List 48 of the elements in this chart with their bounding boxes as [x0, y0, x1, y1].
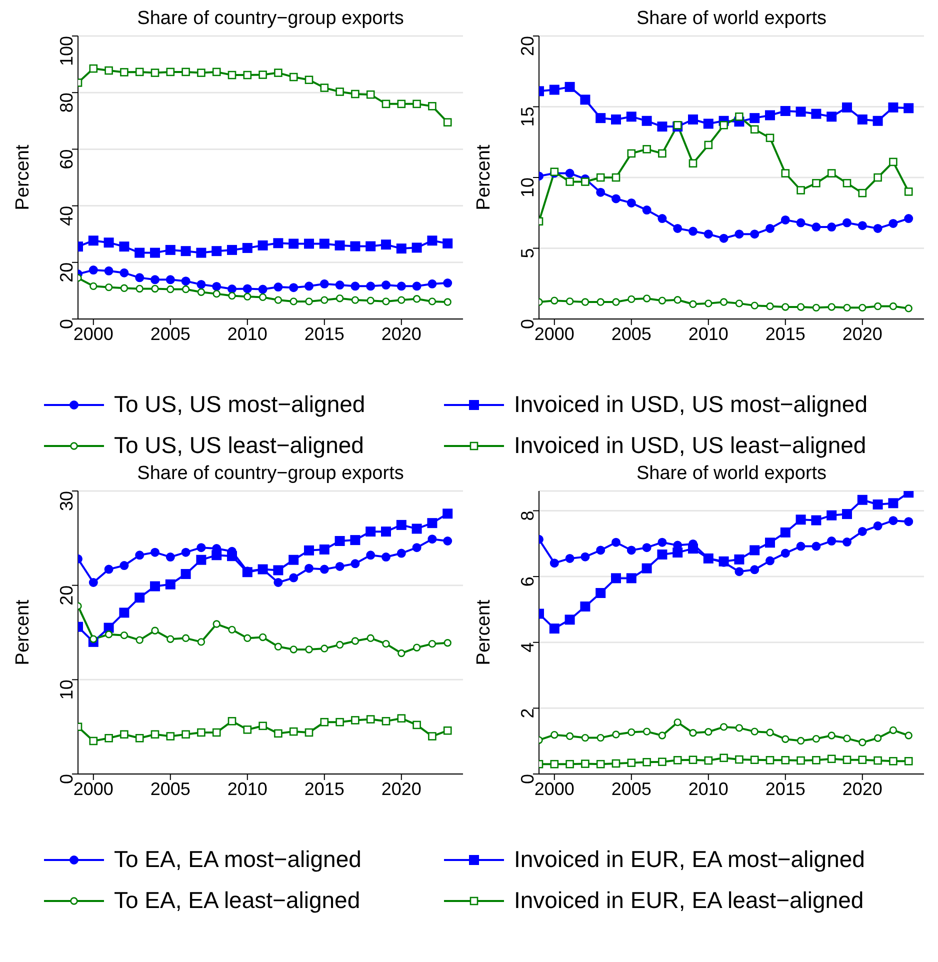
- x-tick-label: 2020: [842, 324, 882, 344]
- legend-label: Invoiced in EUR, EA least−aligned: [514, 887, 864, 914]
- y-tick-label: 4: [517, 642, 538, 652]
- y-tick-label: 20: [517, 36, 538, 56]
- y-axis-title: Percent: [12, 144, 34, 210]
- x-tick-label: 2005: [611, 324, 652, 344]
- x-tick-label: 2015: [304, 324, 344, 344]
- x-tick-label: 2005: [150, 324, 190, 344]
- x-tick-label: 2005: [150, 778, 190, 799]
- y-tick-label: 5: [517, 248, 538, 258]
- x-tick-label: 2010: [688, 324, 728, 344]
- x-tick-label: 2015: [765, 324, 806, 344]
- x-tick-label: 2010: [227, 324, 268, 344]
- y-tick-label: 10: [517, 178, 538, 198]
- x-tick-label: 2010: [688, 778, 728, 799]
- chart-title: Share of country−group exports: [136, 8, 405, 30]
- legend-label: Invoiced in USD, US most−aligned: [514, 391, 868, 418]
- chart-title: Share of country−group exports: [136, 463, 405, 485]
- legend-label: To EA, EA most−aligned: [114, 846, 362, 873]
- y-tick-label: 60: [56, 149, 76, 170]
- x-tick-label: 2015: [765, 778, 806, 799]
- y-tick-label: 20: [56, 585, 76, 606]
- x-tick-label: 2020: [842, 778, 882, 799]
- x-tick-label: 2005: [611, 778, 652, 799]
- x-tick-label: 2015: [304, 778, 344, 799]
- chart-title: Share of world exports: [635, 8, 828, 30]
- y-axis-title: Percent: [474, 599, 495, 666]
- legend-label: Invoiced in USD, US least−aligned: [514, 432, 866, 459]
- y-tick-label: 30: [56, 491, 76, 512]
- y-tick-label: 15: [517, 106, 538, 127]
- legend-label: Invoiced in EUR, EA most−aligned: [514, 846, 865, 873]
- x-tick-label: 2020: [381, 324, 422, 344]
- y-tick-label: 100: [56, 36, 76, 66]
- chart-title: Share of world exports: [635, 463, 828, 485]
- y-tick-label: 6: [517, 576, 538, 587]
- x-tick-label: 2020: [381, 778, 422, 799]
- legend-label: To EA, EA least−aligned: [114, 887, 360, 914]
- y-tick-label: 10: [56, 680, 76, 700]
- y-tick-label: 40: [56, 206, 76, 226]
- y-tick-label: 20: [56, 262, 76, 282]
- x-tick-label: 2010: [227, 778, 268, 799]
- y-axis-title: Percent: [12, 599, 34, 666]
- legend-label: To US, US most−aligned: [114, 391, 366, 418]
- y-tick-label: 2: [517, 708, 538, 718]
- y-axis-title: Percent: [474, 144, 495, 210]
- legend-label: To US, US least−aligned: [114, 432, 364, 459]
- y-tick-label: 8: [517, 510, 538, 521]
- y-tick-label: 80: [56, 92, 76, 113]
